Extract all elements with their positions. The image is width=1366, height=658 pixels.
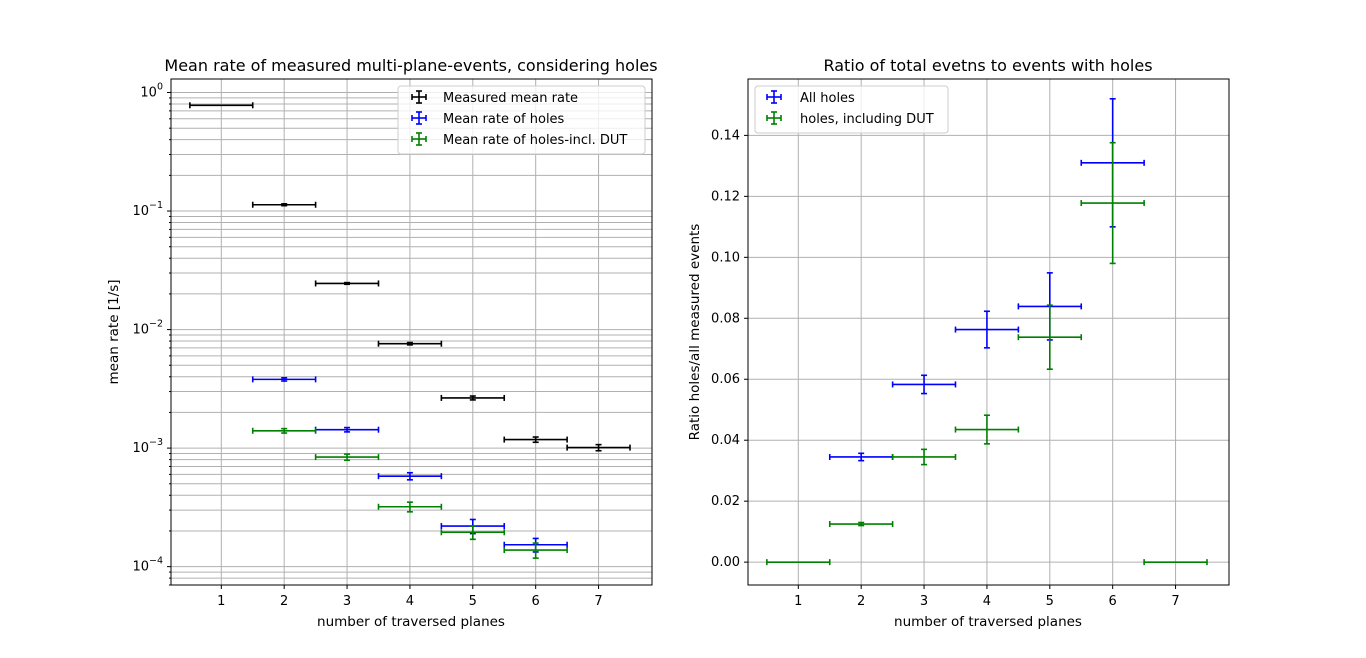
data-point-errorbar	[377, 340, 443, 347]
y-tick-label: 0.06	[711, 372, 740, 387]
data-point-errorbar	[251, 376, 317, 383]
x-tick-label: 3	[343, 594, 351, 609]
y-tick-label: 0.14	[711, 128, 740, 143]
data-point-errorbar	[440, 525, 506, 541]
y-axis-label: Ratio holes/all measured events	[687, 224, 703, 441]
legend-label-holes-dut: Mean rate of holes-incl. DUT	[443, 133, 627, 148]
x-tick-label: 1	[217, 594, 225, 609]
data-point-errorbar	[1143, 559, 1208, 566]
y-tick-label: 0.08	[711, 311, 740, 326]
y-tick-label: 0.04	[711, 433, 740, 448]
y-tick-label: 100	[140, 82, 163, 101]
data-point-errorbar	[440, 394, 506, 401]
data-point-errorbar	[503, 542, 568, 559]
data-point-errorbar	[1080, 141, 1145, 265]
y-tick-label: 10−4	[132, 556, 163, 575]
x-tick-label: 3	[920, 594, 928, 609]
y-tick-label: 0.10	[711, 250, 740, 265]
x-tick-label: 7	[1171, 594, 1179, 609]
x-axis-label: number of traversed planes	[894, 614, 1082, 630]
legend-label-holes: Mean rate of holes	[443, 112, 565, 127]
x-tick-label: 4	[406, 594, 414, 609]
data-point-errorbar	[314, 453, 380, 462]
x-tick-label: 6	[1109, 594, 1117, 609]
data-point-errorbar	[377, 501, 443, 513]
x-tick-label: 6	[532, 594, 540, 609]
legend: All holes holes, including DUT	[754, 85, 949, 134]
x-tick-label: 5	[469, 594, 477, 609]
chart-title: Ratio of total evetns to events with hol…	[823, 56, 1152, 75]
legend-label-all-holes: All holes	[800, 91, 855, 106]
y-tick-label: 10−3	[132, 437, 163, 456]
legend-errorbar-icon	[766, 111, 782, 125]
legend-errorbar-icon	[411, 132, 427, 146]
y-tick-label: 10−1	[132, 200, 163, 219]
y-axis-label: mean rate [1/s]	[106, 280, 122, 385]
legend-label-measured: Measured mean rate	[443, 91, 578, 106]
x-tick-label: 2	[857, 594, 865, 609]
legend-errorbar-icon	[411, 90, 427, 104]
data-point-errorbar	[954, 414, 1020, 445]
chart-mean-rate: 1 2 3 4 5 6 7 100 10−1 10−2 10−3 10−4 Mean rate of …	[106, 56, 658, 630]
legend-label-holes-dut: holes, including DUT	[800, 112, 934, 127]
x-tick-label: 2	[280, 594, 288, 609]
x-tick-label: 5	[1046, 594, 1054, 609]
data-point-errorbar	[251, 427, 317, 434]
data-point-errorbar	[189, 102, 254, 109]
data-point-errorbar	[314, 280, 380, 287]
legend: Measured mean rate Mean rate of holes Me…	[397, 85, 646, 155]
data-point-errorbar	[954, 310, 1020, 349]
data-point-errorbar	[503, 436, 568, 444]
x-axis-label: number of traversed planes	[317, 614, 505, 630]
x-tick-label: 4	[983, 594, 991, 609]
x-tick-label: 7	[594, 594, 602, 609]
legend-errorbar-icon	[411, 111, 427, 125]
y-tick-label: 0.00	[711, 555, 740, 570]
data-point-errorbar	[566, 443, 631, 452]
chart-title: Mean rate of measured multi-plane-events…	[164, 56, 657, 75]
data-point-errorbar	[828, 452, 894, 462]
data-point-errorbar	[1017, 304, 1083, 370]
data-point-errorbar	[251, 201, 317, 208]
chart-ratio: 1 2 3 4 5 6 70.000.020.040.060.080.100.120.14 …	[687, 56, 1230, 630]
y-tick-label: 0.02	[711, 494, 740, 509]
data-point-errorbar	[377, 471, 443, 481]
data-point-errorbar	[828, 521, 894, 528]
x-tick-label: 1	[794, 594, 802, 609]
data-point-errorbar	[891, 374, 957, 395]
legend-errorbar-icon	[766, 90, 782, 104]
y-tick-label: 10−2	[132, 319, 163, 338]
y-tick-label: 0.12	[711, 189, 740, 204]
data-point-errorbar	[891, 448, 957, 466]
data-point-errorbar	[766, 559, 831, 566]
